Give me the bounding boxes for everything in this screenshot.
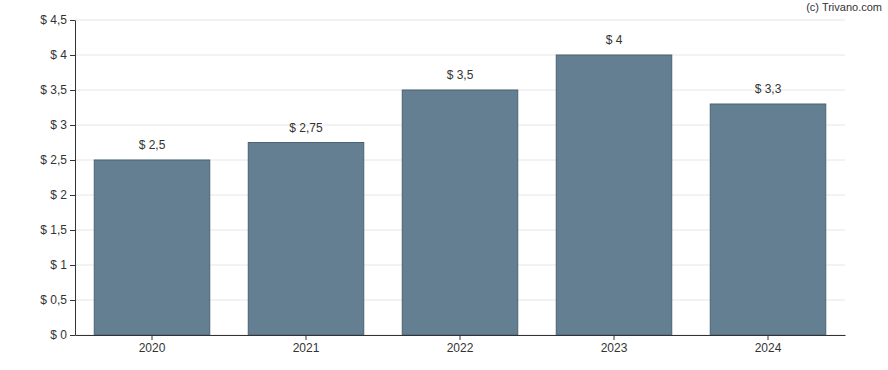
x-tick-mark (460, 335, 461, 340)
data-labels: $ 2,5 $ 2,75 $ 3,5 $ 4 $ 3,3 (139, 33, 782, 152)
y-tick-label: $ 0 (50, 328, 67, 342)
x-tick: 2024 (755, 335, 782, 355)
y-tick: $ 2 (50, 188, 75, 202)
y-tick-mark (70, 20, 75, 21)
y-tick-mark (70, 125, 75, 126)
x-tick-mark (152, 335, 153, 340)
y-tick: $ 1 (50, 258, 75, 272)
y-tick-mark (70, 195, 75, 196)
x-tick: 2022 (447, 335, 474, 355)
data-label: $ 2,5 (139, 138, 166, 152)
data-label: $ 2,75 (289, 121, 323, 135)
bar (402, 90, 518, 335)
annotation: (c) Trivano.com (806, 1, 882, 13)
x-tick-mark (614, 335, 615, 340)
x-tick-label: 2023 (601, 341, 628, 355)
y-tick: $ 2,5 (40, 153, 75, 167)
y-tick-mark (70, 300, 75, 301)
y-tick-mark (70, 265, 75, 266)
y-tick: $ 4 (50, 48, 75, 62)
x-axis: 2020 2021 2022 2023 2024 (76, 335, 846, 355)
y-tick: $ 0,5 (40, 293, 75, 307)
y-tick-mark (70, 335, 75, 336)
y-tick-label: $ 0,5 (40, 293, 67, 307)
bar (94, 160, 210, 335)
bar (710, 104, 826, 335)
y-tick: $ 1,5 (40, 223, 75, 237)
data-label: $ 3,5 (447, 68, 474, 82)
y-tick-label: $ 1 (50, 258, 67, 272)
y-axis-line (75, 21, 76, 336)
bars (94, 55, 826, 335)
y-axis: $ 0 $ 0,5 $ 1 $ 1,5 $ 2 $ 2,5 $ 3 $ 3,5 $ 4 $ 4,5 (40, 13, 75, 342)
y-tick-mark (70, 55, 75, 56)
y-tick: $ 3,5 (40, 83, 75, 97)
x-tick: 2020 (139, 335, 166, 355)
y-tick-label: $ 3,5 (40, 83, 67, 97)
y-tick-label: $ 4 (50, 48, 67, 62)
y-tick: $ 3 (50, 118, 75, 132)
grid (75, 20, 845, 335)
y-tick-mark (70, 230, 75, 231)
bar (556, 55, 672, 335)
y-tick: $ 4,5 (40, 13, 75, 27)
chart: $ 0 $ 0,5 $ 1 $ 1,5 $ 2 $ 2,5 $ 3 $ 3,5 $ 4 $ 4,5… (0, 0, 888, 370)
x-tick-label: 2021 (293, 341, 320, 355)
grid-line (75, 55, 845, 56)
x-tick-mark (306, 335, 307, 340)
x-tick-mark (768, 335, 769, 340)
x-tick: 2021 (293, 335, 320, 355)
data-label: $ 3,3 (755, 82, 782, 96)
y-tick-label: $ 4,5 (40, 13, 67, 27)
y-tick-label: $ 2,5 (40, 153, 67, 167)
y-tick-mark (70, 90, 75, 91)
x-tick-label: 2022 (447, 341, 474, 355)
grid-line (75, 20, 845, 21)
y-tick: $ 0 (50, 328, 75, 342)
y-tick-label: $ 3 (50, 118, 67, 132)
data-label: $ 4 (606, 33, 623, 47)
y-tick-label: $ 2 (50, 188, 67, 202)
bar (248, 143, 364, 336)
x-tick-label: 2020 (139, 341, 166, 355)
x-tick: 2023 (601, 335, 628, 355)
y-tick-mark (70, 160, 75, 161)
x-tick-label: 2024 (755, 341, 782, 355)
y-tick-label: $ 1,5 (40, 223, 67, 237)
